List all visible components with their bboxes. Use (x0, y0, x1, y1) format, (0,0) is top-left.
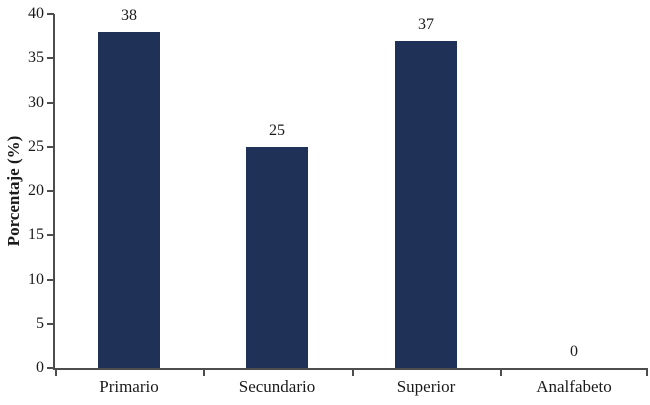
x-axis-tick (500, 370, 502, 376)
y-axis-tick (47, 190, 54, 192)
x-axis-category-label: Secundario (238, 377, 316, 396)
x-axis-tick (352, 370, 354, 376)
y-axis-tick (47, 234, 54, 237)
x-axis-category-label: Primario (99, 377, 159, 396)
y-axis-tick-label: 25 (28, 137, 44, 155)
y-axis-tick-label: 20 (28, 182, 44, 199)
bar-superior (395, 41, 457, 368)
x-axis-tick (203, 370, 205, 376)
y-axis-tick (47, 278, 54, 281)
x-axis-category-label: Analfabeto (536, 377, 612, 396)
y-axis-tick (47, 101, 54, 104)
bar-value-label: 25 (269, 122, 285, 139)
y-axis-tick-label: 10 (28, 270, 44, 288)
y-axis-tick-label: 15 (28, 226, 44, 244)
x-axis-tick (55, 370, 57, 376)
y-axis-tick-label: 5 (36, 314, 44, 332)
bar-primario (98, 32, 160, 368)
bar-secundario (246, 147, 308, 368)
bar-value-label: 37 (418, 16, 434, 33)
y-axis-tick-label: 30 (28, 93, 44, 111)
bar-value-label: 0 (570, 343, 578, 360)
y-axis-tick-label: 40 (28, 5, 44, 22)
bar-value-label: 38 (121, 7, 137, 24)
y-axis-tick (47, 367, 54, 369)
y-axis-tick (47, 57, 54, 60)
y-axis-tick (47, 322, 54, 325)
x-axis-category-label: Superior (396, 377, 456, 396)
y-axis-tick-label: 0 (36, 359, 44, 376)
y-axis-tick-label: 35 (28, 49, 44, 67)
x-axis-tick (646, 370, 648, 376)
plot-area: 38 25 37 0 (47, 8, 648, 376)
y-axis-tick (47, 145, 54, 148)
y-axis-tick (47, 13, 54, 15)
